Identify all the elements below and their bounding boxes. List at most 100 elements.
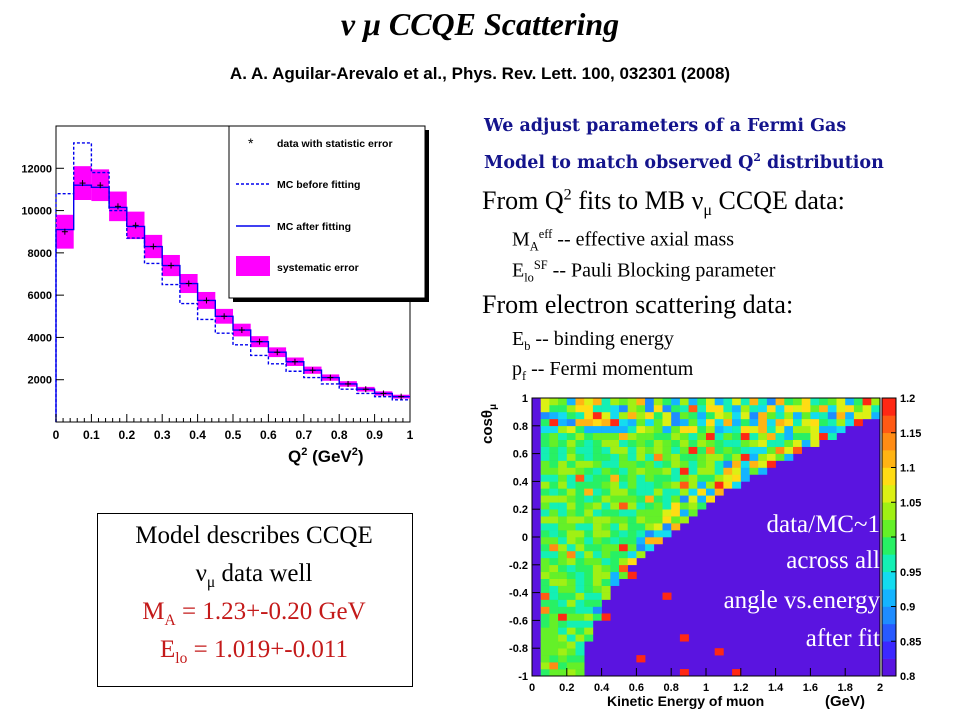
heatmap-cell bbox=[558, 460, 568, 468]
heatmap-cell bbox=[601, 460, 611, 468]
heatmap-cell bbox=[671, 467, 681, 475]
heatmap-cell bbox=[619, 571, 628, 579]
heatmap-cell bbox=[671, 446, 681, 454]
heatmap-cell bbox=[688, 488, 698, 496]
heatmap-cell bbox=[540, 502, 550, 510]
heatmap-cell bbox=[671, 523, 681, 531]
heatmap-cell bbox=[601, 467, 611, 475]
heatmap-cell bbox=[566, 543, 576, 552]
heatmap-cell bbox=[558, 669, 568, 677]
heatmap-cell bbox=[566, 488, 576, 496]
intro-line-2: Model to match observed Q2 distribution bbox=[484, 151, 884, 173]
heatmap-cell bbox=[697, 398, 707, 406]
heatmap-cell bbox=[601, 446, 611, 454]
heatmap-cell bbox=[732, 432, 742, 440]
heatmap-cell bbox=[601, 404, 611, 413]
heatmap-cell bbox=[758, 425, 768, 434]
heatmap-cell bbox=[610, 404, 620, 413]
heatmap-cell bbox=[540, 453, 550, 461]
heatmap-cell bbox=[566, 662, 576, 670]
heatmap-cell bbox=[679, 460, 689, 468]
heatmap-cell bbox=[836, 398, 846, 406]
heatmap-cell bbox=[549, 404, 559, 413]
model-elo-value: Elo = 1.019+-0.011 bbox=[160, 636, 348, 667]
heatmap-cell bbox=[610, 550, 620, 559]
heatmap-cell bbox=[575, 599, 585, 607]
heatmap-cell bbox=[740, 432, 750, 440]
heatmap-cell bbox=[714, 418, 724, 427]
heatmap-x-axis-unit: (GeV) bbox=[825, 693, 865, 710]
heatmap-cell bbox=[627, 467, 637, 475]
heatmap-cell bbox=[819, 432, 829, 440]
heatmap-cell bbox=[819, 398, 829, 406]
heatmap-cell bbox=[662, 467, 672, 475]
heatmap-y-tick-label: 0.6 bbox=[513, 449, 528, 461]
heatmap-cell bbox=[575, 585, 585, 593]
heatmap-cell bbox=[575, 523, 585, 531]
heatmap-cell bbox=[793, 404, 802, 413]
heatmap-cell bbox=[645, 543, 655, 552]
heatmap-cell bbox=[619, 557, 628, 566]
heatmap-y-tick-label: -0.2 bbox=[509, 560, 528, 572]
heatmap-cell bbox=[662, 516, 672, 524]
heatmap-cell bbox=[671, 495, 681, 503]
heatmap-cell bbox=[793, 439, 802, 447]
heatmap-cell bbox=[592, 453, 602, 461]
heatmap-cell bbox=[853, 418, 863, 427]
heatmap-cell bbox=[584, 453, 594, 461]
heatmap-cell bbox=[549, 537, 559, 545]
heatmap-cell bbox=[810, 398, 820, 406]
heatmap-cell bbox=[575, 606, 585, 614]
heatmap-cell bbox=[714, 404, 724, 413]
heatmap-cell bbox=[749, 460, 759, 468]
heatmap-cell bbox=[766, 411, 776, 420]
colorbar-swatch bbox=[882, 537, 896, 555]
heatmap-cell bbox=[784, 453, 794, 461]
colorbar-swatch bbox=[882, 502, 896, 520]
colorbar-tick-label: 0.9 bbox=[900, 602, 915, 614]
heatmap-cell bbox=[601, 418, 611, 427]
heatmap-cell bbox=[610, 398, 620, 406]
heatmap-cell bbox=[610, 516, 620, 524]
heatmap-cell bbox=[592, 585, 602, 593]
heatmap-cell bbox=[749, 404, 759, 413]
heatmap-cell bbox=[601, 557, 611, 566]
heatmap-cell bbox=[636, 523, 646, 531]
heatmap-cell bbox=[679, 634, 689, 642]
heatmap-cells-group bbox=[540, 398, 881, 677]
heatmap-cell bbox=[540, 411, 550, 420]
heatmap-cell bbox=[549, 648, 559, 656]
heatmap-cell bbox=[662, 432, 672, 440]
heatmap-cell bbox=[697, 453, 707, 461]
heatmap-cell bbox=[645, 481, 655, 489]
heatmap-cell bbox=[549, 411, 559, 420]
heatmap-cell bbox=[601, 432, 611, 440]
heatmap-cell bbox=[584, 523, 594, 531]
heatmap-axes-group: 0 0.2 0.4 0.6 0.8 1 1.2 1.4 1.6 1.8 2 -1 -0.8 -0.6 -0.… bbox=[509, 393, 883, 694]
heatmap-cell bbox=[706, 488, 715, 496]
heatmap-cell bbox=[793, 446, 802, 454]
heatmap-cell bbox=[592, 530, 602, 538]
heatmap-cell bbox=[636, 453, 646, 461]
heatmap-cell bbox=[549, 578, 559, 586]
colorbar-swatch bbox=[882, 398, 896, 416]
heatmap-cell bbox=[801, 411, 811, 420]
heatmap-cell bbox=[584, 411, 594, 420]
heatmap-cell bbox=[601, 481, 611, 489]
colorbar-swatch bbox=[882, 641, 896, 659]
heatmap-cell bbox=[592, 404, 602, 413]
heatmap-cell bbox=[679, 398, 689, 406]
heatmap-cell bbox=[584, 530, 594, 538]
heatmap-cell bbox=[601, 578, 611, 586]
colorbar-tick-label: 1.15 bbox=[900, 428, 921, 440]
heatmap-cell bbox=[749, 418, 759, 427]
heatmap-cell bbox=[671, 474, 681, 482]
heatmap-cell bbox=[627, 571, 637, 579]
colorbar-swatch bbox=[882, 623, 896, 642]
heatmap-cell bbox=[679, 446, 689, 454]
heatmap-cell bbox=[601, 516, 611, 524]
heatmap-cell bbox=[636, 418, 646, 427]
param-pf: pf -- Fermi momentum bbox=[512, 358, 694, 383]
heatmap-cell bbox=[592, 467, 602, 475]
heatmap-cell bbox=[653, 537, 663, 545]
